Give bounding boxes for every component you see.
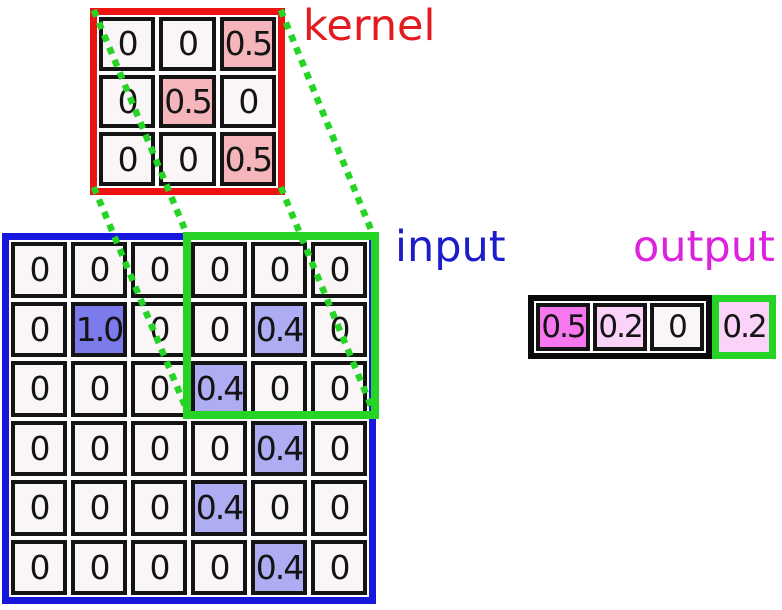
- input-cell: 0: [11, 242, 67, 298]
- input-cell: 0: [131, 420, 187, 476]
- input-cell: 0: [191, 539, 247, 595]
- input-cell: 0: [311, 480, 367, 536]
- input-cell: 0: [131, 242, 187, 298]
- input-cell: 0: [11, 539, 67, 595]
- input-cell: 0.4: [191, 480, 247, 536]
- input-cell: 0.4: [251, 539, 307, 595]
- kernel-cell: 0.5: [219, 132, 276, 186]
- kernel-cell: 0: [99, 132, 156, 186]
- output-cell: 0.5: [536, 303, 590, 351]
- input-cell: 0: [71, 361, 127, 417]
- kernel-cell: 0.5: [159, 74, 216, 129]
- input-cell: 0: [311, 301, 367, 357]
- kernel-cell: 0: [159, 17, 216, 71]
- input-cell: 0: [71, 242, 127, 298]
- input-cell: 0: [251, 242, 307, 298]
- input-cell: 0.4: [191, 361, 247, 417]
- input-cell: 0: [191, 420, 247, 476]
- input-label: input: [395, 222, 506, 272]
- input-cell: 0: [71, 539, 127, 595]
- input-cell: 0: [11, 361, 67, 417]
- output-label: output: [633, 222, 775, 272]
- input-cell: 0: [191, 301, 247, 357]
- input-cell: 0: [11, 480, 67, 536]
- input-cell: 0.4: [251, 301, 307, 357]
- input-cell: 0: [191, 242, 247, 298]
- input-cell: 0: [11, 420, 67, 476]
- input-cell: 0: [311, 420, 367, 476]
- input-cell: 0: [311, 361, 367, 417]
- input-cell: 0.4: [251, 420, 307, 476]
- output-cell-highlighted: 0.2: [712, 295, 776, 359]
- output-row: 0.5 0.2 0 0.2: [528, 295, 776, 359]
- input-cell: 0: [251, 480, 307, 536]
- input-cell: 0: [131, 480, 187, 536]
- input-cell: 0: [11, 301, 67, 357]
- kernel-label: kernel: [303, 1, 436, 51]
- output-cell: 0: [650, 303, 704, 351]
- kernel-cell: 0: [159, 132, 216, 186]
- input-cell: 0: [131, 301, 187, 357]
- input-cell: 0: [71, 480, 127, 536]
- kernel-cell: 0: [99, 17, 156, 71]
- output-grid: 0.5 0.2 0: [528, 295, 712, 359]
- input-grid: 0 0 0 0 0 0 0 1.0 0 0 0.4 0 0 0 0 0.4 0 0 0 0 0 0 0.4 0 0 0 0 0.4 0 0…: [2, 233, 376, 604]
- kernel-grid: 0 0 0.5 0 0.5 0 0 0 0.5: [90, 8, 285, 195]
- input-cell: 1.0: [71, 301, 127, 357]
- input-cell: 0: [311, 539, 367, 595]
- kernel-cell: 0: [219, 74, 276, 129]
- input-cell: 0: [311, 242, 367, 298]
- input-cell: 0: [251, 361, 307, 417]
- kernel-cell: 0.5: [219, 17, 276, 71]
- input-cell: 0: [131, 539, 187, 595]
- output-cell: 0.2: [593, 303, 647, 351]
- input-cell: 0: [131, 361, 187, 417]
- kernel-cell: 0: [99, 74, 156, 129]
- input-cell: 0: [71, 420, 127, 476]
